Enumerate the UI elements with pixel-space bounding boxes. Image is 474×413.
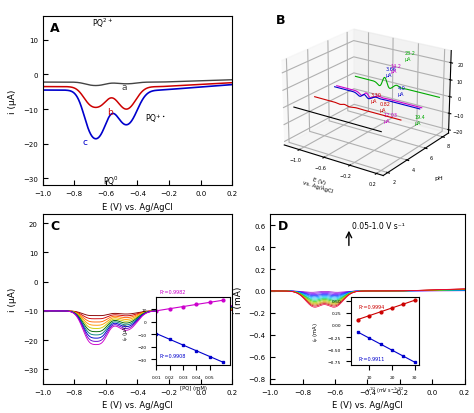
Text: c: c — [83, 138, 88, 146]
Text: D: D — [278, 220, 288, 233]
Text: PQ$^{0}$: PQ$^{0}$ — [103, 174, 118, 187]
Y-axis label: $i_p$ (mA): $i_p$ (mA) — [312, 321, 322, 342]
Text: PQ$^{2+}$: PQ$^{2+}$ — [91, 17, 113, 30]
Text: C: C — [50, 220, 59, 233]
X-axis label: E (V) vs. Ag/AgCl: E (V) vs. Ag/AgCl — [102, 202, 173, 211]
Text: PQ$^{+\bullet}$: PQ$^{+\bullet}$ — [146, 112, 166, 125]
Y-axis label: $i_p$ (μA): $i_p$ (μA) — [122, 323, 132, 340]
Y-axis label: i (mA): i (mA) — [234, 286, 243, 313]
Text: 0.05-1.0 V s⁻¹: 0.05-1.0 V s⁻¹ — [352, 221, 404, 230]
Text: R²=0.9911: R²=0.9911 — [359, 356, 385, 361]
Y-axis label: i (μA): i (μA) — [9, 287, 18, 311]
X-axis label: E (V) vs. Ag/AgCl: E (V) vs. Ag/AgCl — [102, 401, 173, 409]
X-axis label: $v^{1/2}$ (mV s$^{-1}$)$^{1/2}$: $v^{1/2}$ (mV s$^{-1}$)$^{1/2}$ — [366, 385, 404, 395]
Y-axis label: i (μA): i (μA) — [9, 89, 18, 113]
Text: R²=0.9982: R²=0.9982 — [159, 289, 185, 294]
Text: A: A — [50, 21, 60, 35]
Y-axis label: pH: pH — [435, 176, 444, 180]
X-axis label: E (V) vs. Ag/AgCl: E (V) vs. Ag/AgCl — [332, 401, 403, 409]
X-axis label: [PQ] (mM): [PQ] (mM) — [180, 385, 207, 390]
Text: a: a — [122, 83, 127, 92]
Text: B: B — [275, 14, 285, 27]
Text: b: b — [107, 108, 112, 117]
Text: R²=0.9908: R²=0.9908 — [159, 353, 185, 358]
Text: R²=0.9994: R²=0.9994 — [359, 304, 385, 309]
X-axis label: E (V)
vs. Ag/AgCl: E (V) vs. Ag/AgCl — [302, 175, 335, 194]
